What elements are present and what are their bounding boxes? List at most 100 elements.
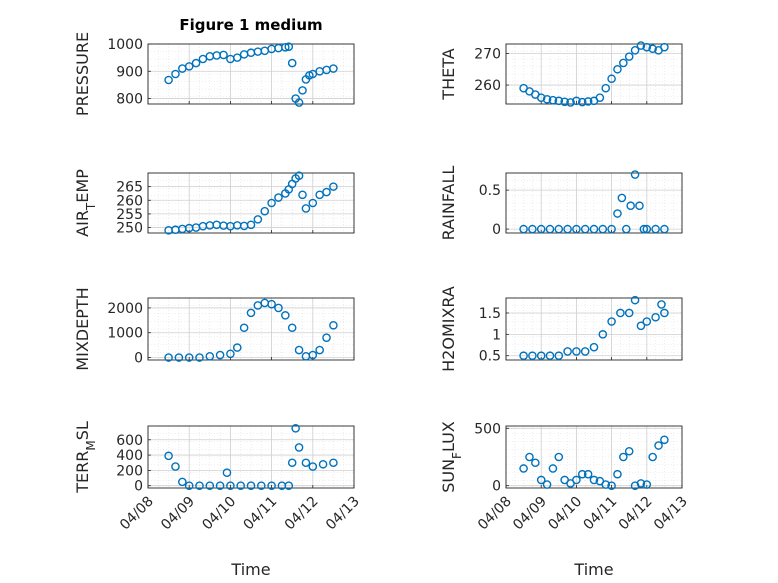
data-point — [205, 351, 215, 361]
data-point — [184, 62, 194, 71]
data-point — [329, 458, 338, 468]
data-point — [284, 481, 294, 491]
y-tick-label: 400 — [116, 448, 143, 464]
data-point — [572, 475, 581, 485]
data-point — [267, 481, 276, 491]
data-point — [636, 321, 646, 331]
data-point — [660, 42, 669, 52]
subplot-1: 800 900 1000 PRESSURE — [73, 32, 355, 116]
x-tick-label: 04/08 — [475, 494, 515, 534]
y-axis-label: THETA — [439, 48, 458, 100]
x-tick-label: 04/12 — [282, 494, 322, 534]
data-point — [246, 308, 256, 318]
y-tick-label: 0 — [134, 351, 143, 367]
subplot-4: 0 0.5 RAINFALL — [439, 166, 683, 240]
data-point — [624, 52, 634, 61]
data-point — [651, 312, 660, 322]
data-point — [219, 50, 228, 60]
y-axis-label: AIRTEMP — [73, 169, 98, 237]
data-point — [281, 42, 290, 52]
data-point — [630, 295, 640, 305]
data-point — [648, 452, 657, 462]
data-point — [545, 224, 555, 234]
data-point — [184, 353, 194, 362]
data-point — [322, 187, 331, 197]
data-point — [267, 198, 276, 208]
data-point — [621, 224, 631, 234]
data-point — [542, 94, 552, 104]
data-point — [601, 480, 611, 489]
y-axis-label: SUNFLUX — [439, 421, 464, 493]
data-point — [619, 58, 628, 68]
data-point — [624, 308, 634, 318]
data-point — [298, 190, 307, 200]
data-point — [178, 477, 187, 487]
data-point — [630, 170, 640, 179]
axes-frame — [147, 172, 355, 234]
data-point — [536, 475, 546, 485]
data-point — [648, 44, 657, 54]
x-tick-label: 04/13 — [651, 494, 691, 534]
axes-frame — [147, 425, 355, 489]
data-point — [246, 481, 256, 491]
y-tick-label: 0 — [492, 222, 501, 238]
data-point — [554, 224, 564, 234]
data-point — [171, 462, 180, 471]
data-point — [171, 69, 180, 79]
data-point — [607, 481, 616, 491]
x-tick-label: 04/09 — [510, 494, 550, 534]
data-point — [322, 333, 331, 342]
data-point — [284, 42, 294, 52]
y-tick-label: 250 — [116, 221, 143, 237]
data-point — [236, 481, 245, 491]
y-tick-label: 500 — [474, 421, 501, 437]
data-point — [308, 462, 318, 471]
y-tick-label: 800 — [116, 92, 143, 108]
data-point — [607, 224, 616, 234]
data-point — [660, 224, 669, 234]
x-tick-label: 04/11 — [241, 494, 281, 534]
subplot-6: 0.5 1 1.5 H2OMIXRA — [439, 286, 683, 372]
data-point — [164, 75, 173, 85]
data-point — [580, 224, 590, 234]
y-tick-label: 0.5 — [479, 183, 501, 199]
data-point — [660, 308, 669, 318]
data-point — [624, 446, 634, 456]
data-point — [301, 458, 311, 468]
data-point — [191, 58, 201, 68]
data-point — [642, 317, 652, 326]
data-point — [195, 481, 204, 491]
data-point — [572, 224, 581, 234]
data-point — [642, 42, 652, 52]
y-tick-label: 260 — [474, 78, 501, 94]
data-point — [572, 96, 581, 106]
subplot-5: 0 1000 2000 MIXDEPTH — [73, 287, 355, 371]
y-tick-label: 1 — [492, 327, 501, 343]
data-point — [642, 224, 652, 234]
data-point — [274, 193, 283, 202]
data-point — [215, 350, 225, 360]
axes-frame — [505, 425, 683, 489]
data-point — [294, 171, 304, 181]
x-tick-label: 04/11 — [581, 494, 621, 534]
axes-frame — [505, 297, 683, 361]
y-tick-label: 2000 — [107, 301, 143, 317]
x-tick-label: 04/13 — [323, 494, 363, 534]
y-tick-label: 265 — [116, 180, 143, 196]
data-point — [226, 349, 235, 359]
data-point — [329, 320, 338, 330]
data-point — [589, 475, 599, 485]
data-point — [560, 97, 569, 107]
data-point — [536, 351, 546, 361]
data-point — [654, 441, 663, 450]
data-point — [572, 347, 581, 356]
data-point — [589, 342, 599, 352]
y-axis-label: PRESSURE — [73, 32, 92, 116]
data-point — [525, 452, 534, 462]
data-point — [601, 83, 611, 93]
data-point — [528, 351, 537, 361]
